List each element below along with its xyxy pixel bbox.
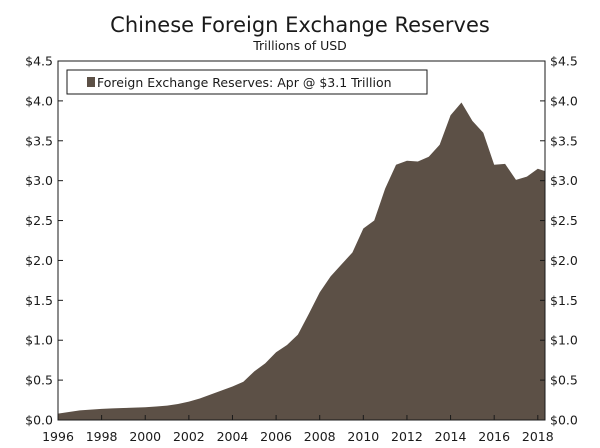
x-tick-label: 1996 (42, 429, 74, 444)
left-y-tick-label: $2.5 (25, 213, 53, 228)
x-tick-label: 2014 (435, 429, 467, 444)
legend: Foreign Exchange Reserves: Apr @ $3.1 Tr… (66, 69, 428, 95)
x-tick-label: 2008 (304, 429, 336, 444)
right-y-tick-label: $0.5 (550, 373, 578, 388)
right-y-tick-label: $3.0 (550, 173, 578, 188)
right-y-tick-label: $2.0 (550, 253, 578, 268)
left-y-tick-label: $1.0 (25, 333, 53, 348)
right-y-tick-label: $2.5 (550, 213, 578, 228)
left-y-tick-label: $4.5 (25, 54, 53, 69)
right-y-tick-label: $4.5 (550, 54, 578, 69)
right-y-tick-label: $1.5 (550, 293, 578, 308)
series-layer (58, 102, 545, 420)
right-y-tick-label: $3.5 (550, 133, 578, 148)
left-y-tick-label: $2.0 (25, 253, 53, 268)
x-tick-label: 2010 (347, 429, 379, 444)
left-y-tick-label: $3.0 (25, 173, 53, 188)
right-y-axis: $0.0 $0.5 $1.0 $1.5 $2.0 $2.5 $3.0 $3.5 $4.0 $4.5 (540, 54, 578, 428)
left-y-tick-label: $0.0 (25, 413, 53, 428)
chart-subtitle: Trillions of USD (252, 38, 347, 53)
legend-box (66, 69, 428, 95)
x-tick-label: 2012 (391, 429, 423, 444)
right-y-tick-label: $4.0 (550, 93, 578, 108)
x-tick-label: 2006 (260, 429, 292, 444)
left-y-tick-label: $3.5 (25, 133, 53, 148)
x-tick-label: 2000 (129, 429, 161, 444)
x-axis: 1996 1998 2000 2002 2004 2006 2008 2010 2012 2014… (42, 415, 554, 444)
x-tick-label: 2004 (217, 429, 249, 444)
legend-label: Foreign Exchange Reserves: Apr @ $3.1 Tr… (97, 75, 392, 90)
plot-frame (57, 60, 546, 421)
x-tick-label: 1998 (86, 429, 118, 444)
left-y-tick-label: $0.5 (25, 373, 53, 388)
series-area-0 (58, 102, 545, 420)
right-y-tick-label: $0.0 (550, 413, 578, 428)
left-y-tick-label: $1.5 (25, 293, 53, 308)
x-tick-label: 2002 (173, 429, 205, 444)
right-y-tick-label: $1.0 (550, 333, 578, 348)
chart-title: Chinese Foreign Exchange Reserves (110, 13, 490, 37)
x-tick-label: 2018 (522, 429, 554, 444)
left-y-axis: $0.0 $0.5 $1.0 $1.5 $2.0 $2.5 $3.0 $3.5 $4.0 $4.5 (25, 54, 63, 428)
x-tick-label: 2016 (478, 429, 510, 444)
legend-swatch (87, 77, 95, 87)
left-y-tick-label: $4.0 (25, 93, 53, 108)
